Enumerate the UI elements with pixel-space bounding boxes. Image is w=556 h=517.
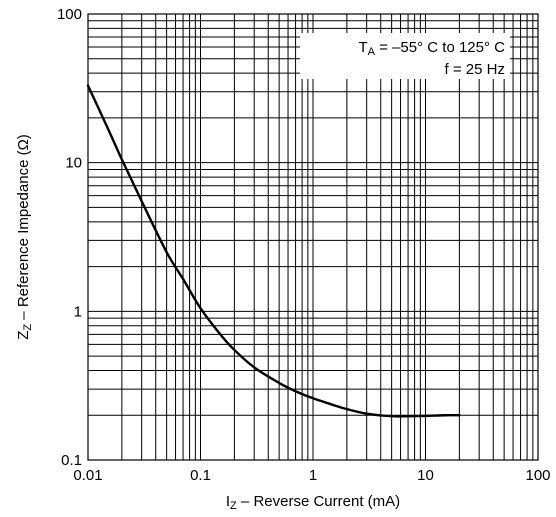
annotation-t-symbol: T (358, 39, 367, 56)
x-axis-label-text: – Reverse Current (mA) (237, 493, 400, 510)
annotation-t-subscript: A (368, 46, 376, 58)
y-tick-label: 10 (65, 155, 82, 172)
y-axis-label-symbol: Z (15, 331, 32, 340)
x-tick-label: 0.1 (190, 467, 211, 484)
x-tick-label: 0.01 (73, 467, 102, 484)
annotation-conditions: TA = –55° C to 125° C (358, 39, 505, 58)
x-tick-label: 10 (417, 467, 434, 484)
x-axis-label-subscript: Z (230, 500, 237, 512)
grid (88, 14, 538, 460)
annotation-t-range: = –55° C to 125° C (375, 39, 505, 56)
y-axis-label-subscript: Z (22, 324, 34, 331)
x-axis-label-symbol: I (226, 493, 230, 510)
annotation: TA = –55° C to 125° C f = 25 Hz (358, 39, 505, 78)
annotation-background (300, 33, 510, 79)
series-group (86, 84, 461, 418)
x-tick-label: 1 (309, 467, 317, 484)
series-line (86, 84, 461, 418)
annotation-frequency: f = 25 Hz (445, 61, 505, 78)
plot-frame (87, 13, 539, 461)
y-axis-label-text: – Reference Impedance (Ω) (15, 134, 32, 324)
x-axis-label: IZ – Reverse Current (mA) (226, 493, 400, 512)
y-tick-label: 100 (57, 6, 82, 23)
y-axis-label: ZZ – Reference Impedance (Ω) (15, 134, 34, 340)
y-tick-label: 0.1 (61, 452, 82, 469)
y-tick-label: 1 (74, 303, 82, 320)
x-tick-label: 100 (525, 467, 550, 484)
